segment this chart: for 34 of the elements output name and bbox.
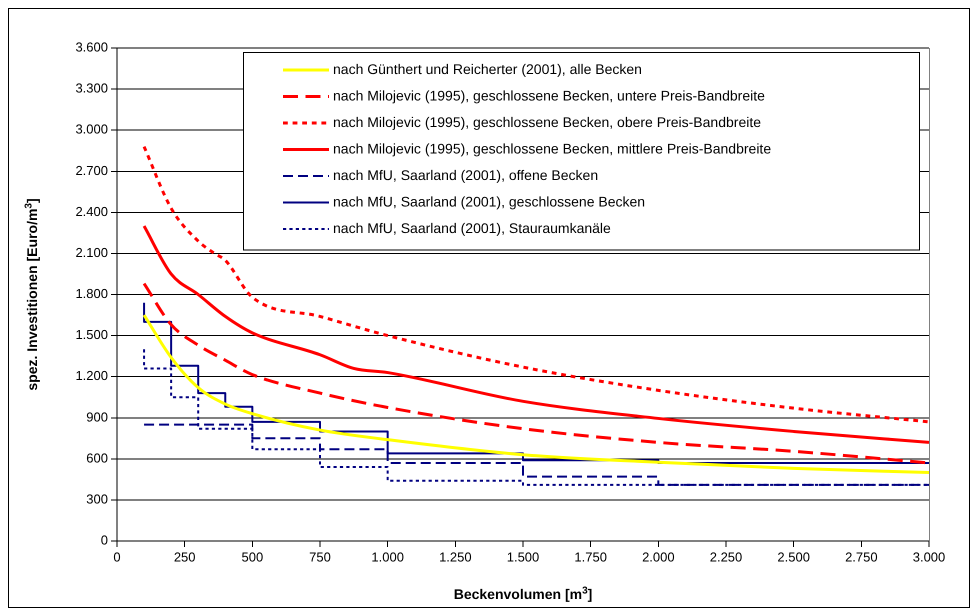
y-tick-label: 1.800 xyxy=(75,286,108,302)
y-tick-label: 900 xyxy=(86,409,108,424)
legend-label: nach MfU, Saarland (2001), offene Becken xyxy=(333,166,598,183)
x-tick-label: 250 xyxy=(174,549,196,564)
x-tick-label: 500 xyxy=(241,549,264,564)
y-tick-label: 0 xyxy=(100,532,108,548)
x-tick-label: 1.250 xyxy=(439,549,472,564)
x-tick-label: 2.250 xyxy=(710,549,742,564)
x-tick-label: 2.500 xyxy=(777,549,810,564)
legend-label: nach Günthert und Reicherter (2001), alle Becken xyxy=(333,60,642,77)
x-tick-label: 750 xyxy=(309,549,331,564)
x-tick-label: 2.750 xyxy=(845,549,878,564)
y-tick-label: 2.700 xyxy=(75,162,108,178)
y-tick-label: 300 xyxy=(86,491,108,506)
y-tick-label: 600 xyxy=(86,450,108,466)
x-tick-label: 1.000 xyxy=(371,549,404,564)
x-tick-label: 3.000 xyxy=(912,549,946,564)
legend-label: nach Milojevic (1995), geschlossene Becken, untere Preis-Bandbreite xyxy=(333,87,766,104)
y-tick-label: 3.300 xyxy=(75,80,108,96)
y-tick-label: 3.600 xyxy=(75,40,108,55)
legend-label: nach Milojevic (1995), geschlossene Becken, mittlere Preis-Bandbreite xyxy=(333,140,772,156)
y-tick-label: 1.500 xyxy=(75,327,108,342)
legend-label: nach Milojevic (1995), geschlossene Becken, obere Preis-Bandbreite xyxy=(333,114,762,130)
y-tick-label: 2.400 xyxy=(75,204,108,219)
x-tick-label: 1.750 xyxy=(574,549,607,564)
x-tick-label: 1.500 xyxy=(506,549,540,564)
y-tick-label: 2.100 xyxy=(75,244,108,260)
y-tick-label: 1.200 xyxy=(75,368,108,384)
legend-label: nach MfU, Saarland (2001), geschlossene Becken xyxy=(333,193,646,210)
y-tick-label: 3.000 xyxy=(75,122,108,137)
x-tick-label: 0 xyxy=(113,549,121,564)
legend-label: nach MfU, Saarland (2001), Stauraumkanäle xyxy=(333,220,612,236)
y-axis-title: spez. Investitionen [Euro/m3] xyxy=(23,198,40,391)
x-tick-label: 2.000 xyxy=(642,549,675,564)
